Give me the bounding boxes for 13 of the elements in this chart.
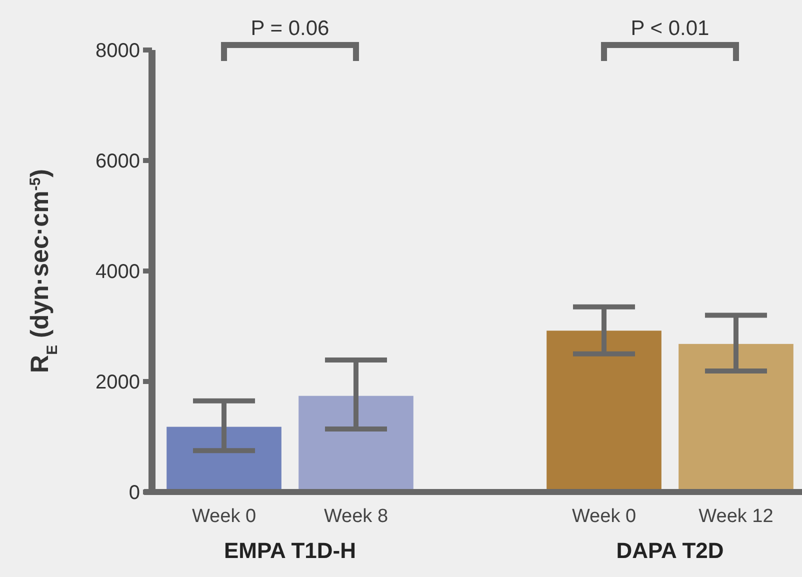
y-tick-label: 4000 — [96, 261, 140, 283]
y-tick-label: 8000 — [96, 40, 140, 62]
y-tick-label: 0 — [128, 482, 140, 504]
text: P < 0.01 — [630, 17, 710, 40]
x-tick-label: Week 8 — [324, 506, 388, 527]
text: P = 0.06 — [250, 17, 330, 40]
x-tick-label: Week 12 — [698, 506, 774, 527]
y-tick-label: 6000 — [96, 150, 140, 172]
x-tick-label: Week 0 — [192, 506, 256, 527]
x-tick-label: Week 0 — [572, 506, 636, 527]
y-tick-label: 2000 — [96, 372, 140, 394]
x-axis-title: DAPA T2D — [616, 538, 724, 563]
x-axis-title: EMPA T1D-H — [224, 538, 356, 563]
